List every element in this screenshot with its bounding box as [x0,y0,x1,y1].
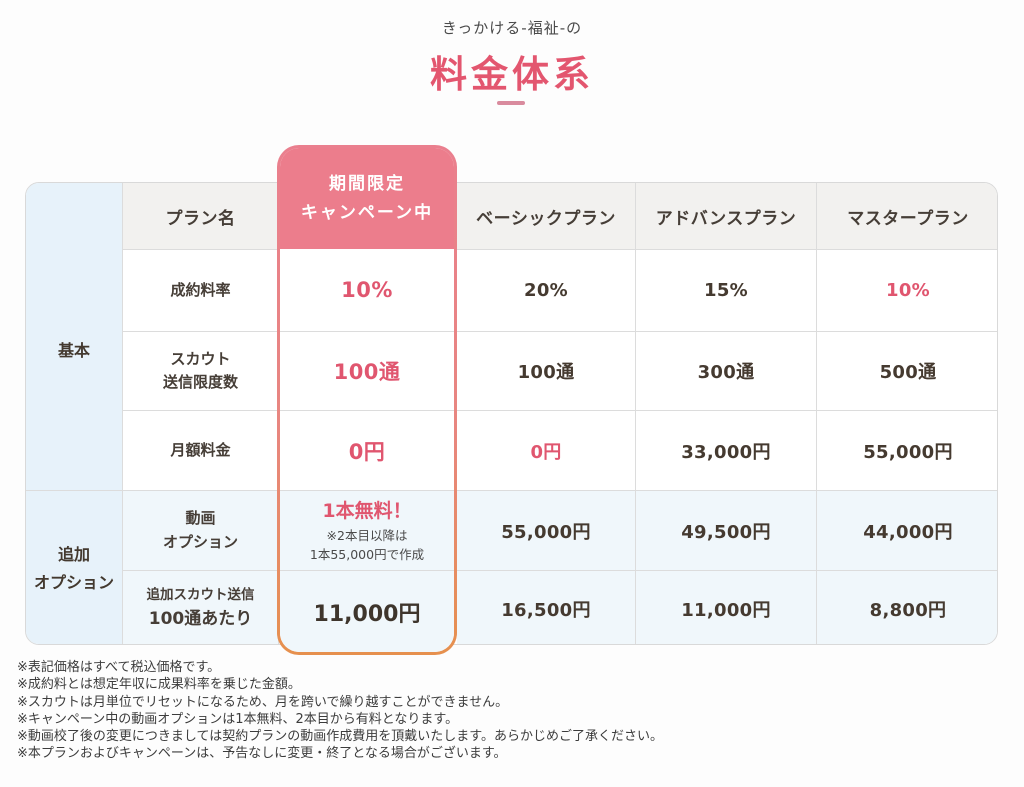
campaign-value-extra-scout: 11,000円 [280,570,454,652]
campaign-column-card: 期間限定 キャンペーン中 10% 100通 0円 1本無料！ ※2本目以降は 1… [277,145,457,655]
row-label-monthly-fee: 月額料金 [123,411,279,491]
campaign-header: 期間限定 キャンペーン中 [280,148,454,249]
header-basic-plan: ベーシックプラン [457,183,636,250]
title-underline-dash [497,101,525,105]
value-master-contract-rate: 10% [817,250,997,332]
campaign-value-contract-rate: 10% [280,249,454,331]
value-master-monthly-fee: 55,000円 [817,411,997,491]
campaign-value-scout-limit: 100通 [280,331,454,410]
campaign-video-note-line1: ※2本目以降は [326,528,408,544]
value-basic-contract-rate: 20% [457,250,636,332]
campaign-header-line1: 期間限定 [329,173,405,194]
value-master-video-option: 44,000円 [817,491,997,571]
group-label-options-line2: オプション [33,572,114,592]
row-label-contract-rate: 成約料率 [123,250,279,332]
pricing-table: 基本 追加 オプション プラン名 ベーシックプラン アドバンスプラン マスタープ… [25,182,998,645]
value-master-extra-scout: 8,800円 [817,571,997,644]
value-basic-extra-scout: 16,500円 [457,571,636,644]
group-label-options-line1: 追加 [57,545,90,565]
footnote-5: ※動画校了後の変更につきましては契約プランの動画作成費用を頂戴いたします。あらか… [17,729,663,745]
footnote-1: ※表記価格はすべて税込価格です。 [17,660,221,675]
group-label-basic: 基本 [57,340,90,360]
footnotes: ※表記価格はすべて税込価格です。 ※成約料とは想定年収に成果料率を乗じた金額。 … [17,659,1007,763]
campaign-value-monthly-fee: 0円 [280,410,454,490]
footnote-2: ※成約料とは想定年収に成果料率を乗じた金額。 [17,677,301,693]
footnote-6: ※本プランおよびキャンペーンは、予告なしに変更・終了となる場合がございます。 [17,746,507,762]
group-cell-basic: 基本 [26,183,123,491]
value-basic-monthly-fee: 0円 [457,411,636,491]
header-plan-name: プラン名 [123,183,279,250]
row-label-video-option: 動画 オプション [123,491,279,571]
campaign-value-video-option: 1本無料！ ※2本目以降は 1本55,000円で作成 [280,490,454,570]
value-advance-extra-scout: 11,000円 [636,571,817,644]
campaign-header-line2: キャンペーン中 [300,202,434,223]
header-advance-plan: アドバンスプラン [636,183,817,250]
campaign-video-note-line2: 1本55,000円で作成 [309,547,425,562]
value-advance-contract-rate: 15% [636,250,817,332]
header-master-plan: マスタープラン [817,183,997,250]
value-basic-video-option: 55,000円 [457,491,636,571]
value-basic-scout-limit: 100通 [457,332,636,411]
row-label-scout-limit: スカウト 送信限度数 [123,332,279,411]
page-subtitle: きっかける-福祉-の [441,19,583,37]
campaign-column-inner: 期間限定 キャンペーン中 10% 100通 0円 1本無料！ ※2本目以降は 1… [280,148,454,652]
value-advance-scout-limit: 300通 [636,332,817,411]
value-advance-video-option: 49,500円 [636,491,817,571]
group-cell-options: 追加 オプション [26,491,123,644]
page-title: 料金体系 [430,53,594,96]
campaign-video-free-label: 1本無料！ [322,500,412,523]
value-advance-monthly-fee: 33,000円 [636,411,817,491]
value-master-scout-limit: 500通 [817,332,997,411]
row-label-extra-scout: 追加スカウト送信 100通あたり [123,571,279,644]
footnote-4: ※キャンペーン中の動画オプションは1本無料、2本目から有料となります。 [17,711,459,727]
footnote-3: ※スカウトは月単位でリセットになるため、月を跨いで繰り越すことができません。 [17,694,509,710]
